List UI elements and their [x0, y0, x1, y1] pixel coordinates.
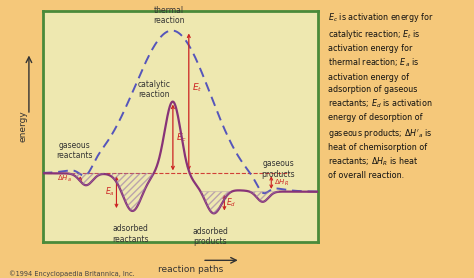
Text: energy: energy — [19, 111, 28, 142]
Text: ©1994 Encyclopaedia Britannica, Inc.: ©1994 Encyclopaedia Britannica, Inc. — [9, 270, 135, 277]
Text: $E_t$: $E_t$ — [191, 81, 202, 94]
Text: reaction paths: reaction paths — [158, 265, 223, 274]
Text: $E_d$: $E_d$ — [226, 196, 237, 209]
Text: gaseous
reactants: gaseous reactants — [56, 141, 93, 160]
Text: adsorbed
reactants: adsorbed reactants — [113, 224, 149, 244]
Text: $\Delta H_a$: $\Delta H_a$ — [57, 174, 72, 184]
Text: catalytic
reaction: catalytic reaction — [137, 80, 171, 99]
Text: gaseous
products: gaseous products — [262, 159, 295, 178]
Text: $E_a$: $E_a$ — [105, 186, 115, 198]
Text: $E_c$ is activation energy for
catalytic reaction; $E_t$ is
activation energy fo: $E_c$ is activation energy for catalytic… — [328, 11, 434, 180]
Text: $\Delta H_R$: $\Delta H_R$ — [273, 177, 289, 188]
Text: thermal
reaction: thermal reaction — [153, 6, 184, 25]
Text: adsorbed
products: adsorbed products — [192, 227, 228, 246]
Text: $E_c$: $E_c$ — [176, 131, 187, 144]
